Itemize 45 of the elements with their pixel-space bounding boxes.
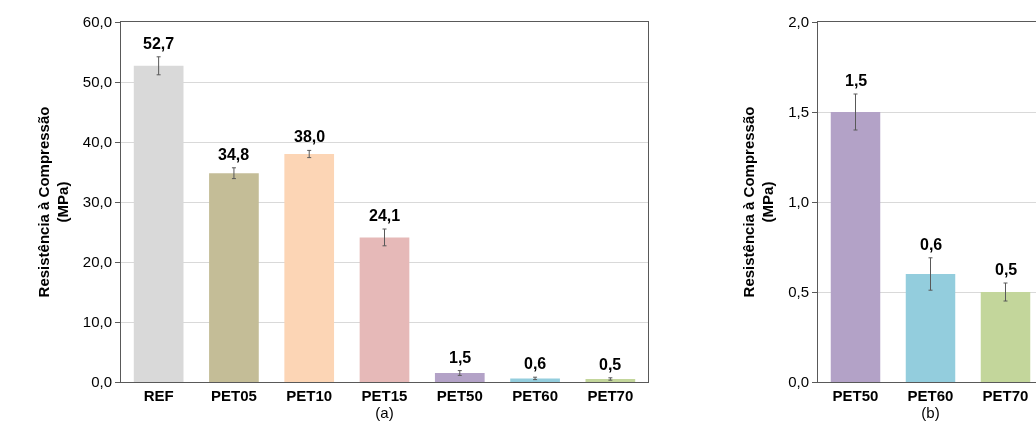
y-tick-label: 0,0 xyxy=(788,373,809,391)
y-tick-label: 40,0 xyxy=(82,133,112,151)
bar xyxy=(510,378,560,382)
bar xyxy=(585,379,636,382)
x-tick-label: PET10 xyxy=(286,387,333,404)
data-label: 0,5 xyxy=(599,356,622,373)
y-axis-title: Resistência à Compressão (MPa) xyxy=(34,106,72,298)
x-axis-title: (b) xyxy=(921,404,940,421)
data-label: 0,6 xyxy=(524,355,547,372)
data-label: 38,0 xyxy=(294,128,326,145)
x-tick-label: PET70 xyxy=(587,387,634,404)
y-tick-label: 1,5 xyxy=(788,103,809,121)
y-tick-label: 1,0 xyxy=(788,193,809,211)
y-tick-label: 30,0 xyxy=(82,193,112,211)
bar xyxy=(980,292,1031,382)
data-label: 24,1 xyxy=(369,207,401,224)
x-tick-label: PET05 xyxy=(211,387,257,404)
x-tick-label: PET50 xyxy=(832,387,879,404)
data-label: 52,7 xyxy=(143,35,175,52)
y-tick-label: 0,0 xyxy=(91,373,112,391)
data-label: 0,6 xyxy=(920,236,943,253)
y-tick-label: 10,0 xyxy=(82,313,112,331)
bar xyxy=(284,154,335,382)
x-tick-label: REF xyxy=(143,387,174,404)
y-tick-label: 2,0 xyxy=(788,13,809,31)
y-tick-label: 20,0 xyxy=(82,253,112,271)
x-tick-label: PET60 xyxy=(512,387,558,404)
bar xyxy=(830,112,881,382)
bar xyxy=(209,173,259,382)
y-tick-label: 60,0 xyxy=(82,13,112,31)
y-tick-label: 50,0 xyxy=(82,73,112,91)
y-axis-title: Resistência à Compressão (MPa) xyxy=(739,106,777,298)
y-tick-label: 0,5 xyxy=(788,283,809,301)
bar xyxy=(359,237,410,382)
bar xyxy=(434,373,485,382)
data-label: 0,5 xyxy=(995,261,1018,278)
x-axis-title: (a) xyxy=(375,404,394,421)
x-tick-label: PET60 xyxy=(907,387,954,404)
x-tick-label: PET70 xyxy=(982,387,1029,404)
x-tick-label: PET15 xyxy=(361,387,408,404)
x-tick-label: PET50 xyxy=(436,387,483,404)
bar xyxy=(905,274,956,382)
data-label: 1,5 xyxy=(449,349,472,366)
data-label: 34,8 xyxy=(218,146,250,163)
data-label: 1,5 xyxy=(845,72,868,89)
